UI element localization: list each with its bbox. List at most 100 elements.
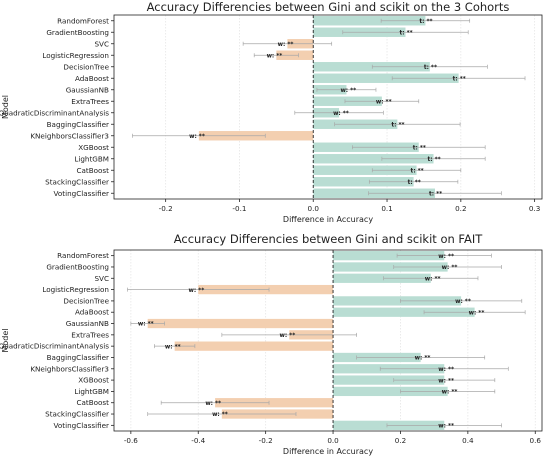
bar	[313, 177, 414, 187]
bar-row: w: ** LogisticRegression	[42, 50, 314, 60]
significance-label: w: **	[438, 378, 454, 384]
significance-label: w: **	[425, 276, 441, 282]
y-tick-label: CatBoost	[76, 398, 109, 407]
y-tick-label: LightGBM	[74, 154, 109, 163]
bar	[313, 165, 417, 175]
bar-row: w: ** SVC	[95, 39, 333, 49]
y-tick-label: CatBoost	[76, 166, 109, 175]
y-tick-label: SVC	[95, 39, 110, 48]
significance-label: t: **	[408, 180, 421, 186]
bar	[313, 73, 459, 83]
significance-label: w: **	[205, 401, 221, 407]
y-tick-label: VotingClassifier	[54, 421, 110, 430]
bar-row: w: ** QuadraticDiscriminantAnalysis	[0, 341, 334, 351]
significance-label: w: **	[469, 310, 485, 316]
x-axis-label: Difference in Accuracy	[283, 215, 373, 224]
y-tick-label: GaussianNB	[66, 319, 109, 328]
significance-label: w: **	[340, 88, 356, 94]
bar-row: w: ** VotingClassifier	[54, 420, 502, 430]
y-tick-label: RandomForest	[57, 16, 109, 25]
x-tick-label: -0.1	[232, 204, 246, 213]
bar	[313, 16, 426, 26]
significance-label: t: **	[453, 76, 466, 82]
significance-label: w: **	[442, 265, 458, 271]
plot-frame	[113, 14, 543, 200]
significance-label: t: **	[424, 65, 437, 71]
y-tick-label: LogisticRegression	[42, 51, 109, 60]
y-tick-label: VotingClassifier	[54, 189, 110, 198]
y-tick-label: GradientBoosting	[46, 28, 109, 37]
bar-row: w: ** QuadraticDiscriminantAnalysis	[0, 108, 384, 118]
bar	[333, 386, 448, 397]
y-tick-label: DecisionTree	[63, 296, 109, 305]
bar-row: w: ** DecisionTree	[63, 296, 523, 306]
cohorts-chart-panel: Accuracy Differencies between Gini and s…	[0, 0, 543, 224]
bar-row: w: ** LightGBM	[74, 386, 496, 397]
x-tick-label: 0.2	[395, 436, 406, 445]
x-tick-label: -0.2	[159, 204, 173, 213]
chart-title: Accuracy Differencies between Gini and s…	[174, 232, 484, 246]
bar	[333, 296, 462, 306]
bar-row: t: ** BaggingClassifier	[47, 119, 461, 129]
y-axis-label: Model	[1, 95, 10, 119]
bar	[333, 273, 431, 283]
bar-row: w: ** GradientBoosting	[46, 262, 502, 272]
bar	[333, 251, 445, 261]
x-tick-label: 0.6	[530, 436, 542, 445]
y-tick-label: GradientBoosting	[46, 262, 109, 271]
bar-row: w: ** ExtraTrees	[71, 96, 420, 106]
bar-row: w: ** CatBoost	[76, 398, 334, 408]
y-tick-label: StackingClassifier	[45, 410, 109, 419]
y-tick-label: KNeighborsClassifier3	[30, 131, 109, 140]
bar-row: t: ** XGBoost	[78, 142, 486, 152]
bar-row: t: ** CatBoost	[76, 165, 462, 175]
bar	[333, 375, 445, 385]
significance-label: t: **	[399, 30, 412, 36]
fait-chart-panel: Accuracy Differencies between Gini and s…	[0, 232, 543, 456]
x-tick-label: 0.2	[455, 204, 466, 213]
x-axis-label: Difference in Accuracy	[283, 447, 373, 456]
y-tick-label: ExtraTrees	[71, 97, 109, 106]
bar-row: w: ** GaussianNB	[66, 318, 334, 329]
y-tick-label: LogisticRegression	[42, 285, 109, 294]
bar-row: t: ** DecisionTree	[63, 62, 488, 72]
bar-row: t: ** GradientBoosting	[46, 27, 469, 37]
x-tick-label: 0.0	[308, 204, 320, 213]
y-tick-label: SVC	[95, 274, 110, 283]
significance-label: w: **	[138, 322, 154, 328]
significance-label: w: **	[188, 288, 204, 294]
bar-row: w: ** StackingClassifier	[45, 409, 334, 419]
y-tick-label: QuadraticDiscriminantAnalysis	[0, 342, 109, 351]
y-tick-label: BaggingClassifier	[47, 353, 109, 362]
bar-row: w: ** GaussianNB	[66, 85, 377, 95]
y-tick-label: LightGBM	[74, 387, 109, 396]
significance-label: t: **	[429, 191, 442, 197]
bar-row: w: ** XGBoost	[78, 375, 496, 385]
y-tick-label: BaggingClassifier	[47, 120, 109, 129]
bar	[333, 307, 475, 317]
bar-row: w: ** RandomForest	[57, 251, 492, 261]
bar	[147, 318, 334, 329]
significance-label: w: **	[165, 344, 181, 350]
bar	[333, 262, 448, 272]
x-tick-label: -0.6	[124, 436, 138, 445]
significance-label: t: **	[428, 157, 441, 163]
bar-row: t: ** VotingClassifier	[54, 188, 502, 198]
significance-label: t: **	[419, 19, 432, 25]
bar-row: w: ** KNeighborsClassifier3	[30, 131, 314, 141]
significance-label: w: **	[442, 390, 458, 396]
plot-frame	[113, 249, 543, 432]
significance-label: w: **	[212, 412, 228, 418]
significance-label: w: **	[189, 134, 205, 140]
y-tick-label: XGBoost	[78, 143, 109, 152]
significance-label: w: **	[455, 299, 471, 305]
bar-row: w: ** BaggingClassifier	[47, 352, 486, 363]
bar-row: t: ** AdaBoost	[75, 73, 526, 83]
y-tick-label: RandomForest	[57, 251, 109, 260]
significance-label: w: **	[278, 42, 294, 48]
y-tick-label: ExtraTrees	[71, 330, 109, 339]
y-tick-label: AdaBoost	[75, 308, 109, 317]
bar	[215, 398, 334, 408]
bar	[174, 341, 334, 351]
